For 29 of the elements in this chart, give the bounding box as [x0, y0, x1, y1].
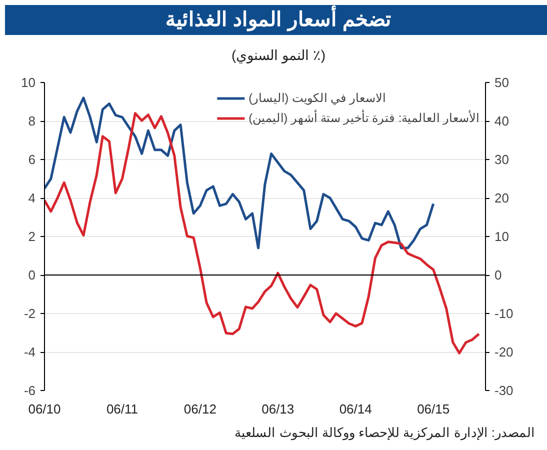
x-tick-label: 06/10: [28, 402, 61, 416]
y2-tick-label: -20: [494, 344, 514, 360]
y2-tick-label: 10: [494, 229, 509, 244]
chart-subtitle: (٪ النمو السنوي): [231, 46, 326, 65]
x-tick-label: 06/11: [106, 402, 138, 416]
x-tick-label: 06/12: [184, 402, 216, 416]
legend-label: الأسعار العالمية: فترة تأخير ستة أشهر (اليمين): [248, 111, 479, 125]
y-tick-label: -4: [24, 344, 36, 360]
y-tick-label: 10: [21, 75, 36, 90]
y-tick-label: 4: [28, 190, 36, 206]
x-tick-label: 06/14: [339, 402, 372, 416]
y2-tick-label: 40: [494, 114, 509, 128]
x-tick-label: 06/13: [262, 402, 294, 416]
y2-tick-label: 20: [494, 190, 509, 206]
y2-tick-label: 30: [494, 152, 509, 167]
y2-tick-label: 0: [494, 268, 502, 282]
text: المصدر: الإدارة المركزية للإحصاء ووكالة البحوث السلعية: [234, 424, 535, 442]
y2-tick-label: -10: [494, 306, 514, 321]
y-tick-label: -6: [24, 383, 36, 398]
y-tick-label: 8: [28, 114, 36, 128]
y-tick-label: 6: [28, 152, 36, 167]
y-tick-label: -2: [24, 306, 36, 321]
y2-tick-label: 50: [494, 75, 509, 90]
y2-tick-label: -30: [494, 383, 514, 398]
legend-label: الاسعار في الكويت (اليسار): [248, 91, 386, 105]
x-tick-label: 06/15: [417, 402, 450, 416]
y-tick-label: 0: [28, 268, 36, 282]
chart-title: تضخم أسعار المواد الغذائية: [166, 5, 392, 34]
y-tick-label: 2: [28, 229, 36, 244]
